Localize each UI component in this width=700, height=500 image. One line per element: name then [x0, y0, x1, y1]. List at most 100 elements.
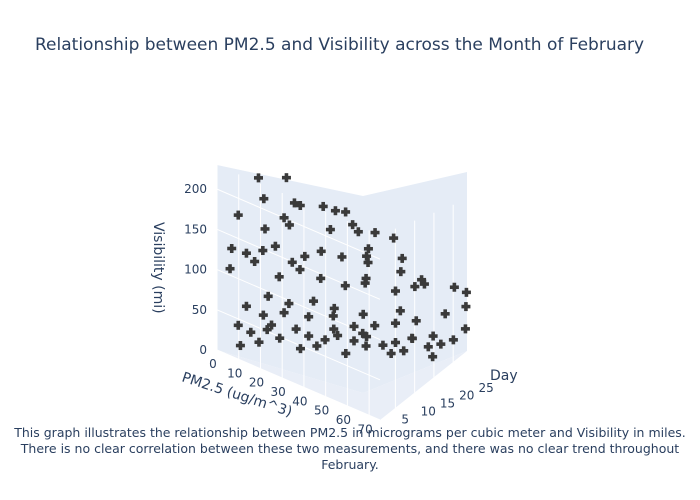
z-gridline [216, 309, 381, 381]
axis-ticks: 0 50 100 150 200 0 10 20 30 40 50 60 70 5 10 15 20 25 [184, 182, 494, 436]
data-point [461, 302, 471, 312]
data-point [349, 336, 359, 346]
data-point [279, 308, 289, 318]
data-point [370, 228, 380, 238]
data-point [411, 316, 421, 326]
data-point [448, 335, 458, 345]
data-point [428, 331, 438, 341]
data-point [361, 341, 371, 351]
data-point [386, 349, 396, 359]
data-point [304, 331, 314, 341]
data-point [417, 275, 427, 285]
data-point [399, 346, 409, 356]
data-point [423, 342, 433, 352]
z-tick-label: 100 [184, 263, 207, 277]
data-point [341, 207, 351, 217]
data-point [328, 311, 338, 321]
data-point [390, 286, 400, 296]
z-axis-title: Visibility (mi) [150, 222, 166, 314]
y-tick-label: 10 [421, 405, 436, 419]
data-point [390, 338, 400, 348]
data-point [440, 309, 450, 319]
data-point [289, 198, 299, 208]
data-point [250, 257, 260, 267]
z-tick-label: 200 [184, 182, 207, 196]
floor [217, 350, 467, 420]
data-point [461, 287, 471, 297]
data-point [320, 335, 330, 345]
data-point [260, 224, 270, 234]
data-point [340, 281, 350, 291]
data-point [241, 248, 251, 258]
data-point [235, 341, 245, 351]
data-point [361, 273, 371, 283]
z-gridline [216, 188, 381, 260]
data-point [329, 324, 339, 334]
data-point [263, 291, 273, 301]
data-point [360, 278, 370, 288]
z-tick-label: 0 [199, 343, 207, 357]
data-point [330, 206, 340, 216]
data-point [390, 318, 400, 328]
data-point [395, 306, 405, 316]
data-point [419, 279, 429, 289]
data-point [284, 299, 294, 309]
data-point [295, 344, 305, 354]
data-point [370, 321, 380, 331]
data-point [258, 310, 268, 320]
scene-3d[interactable]: 0 50 100 150 200 0 10 20 30 40 50 60 70 5 10 15 20 25 [184, 165, 494, 436]
data-point [362, 251, 372, 261]
data-point [279, 213, 289, 223]
z-tick-label: 50 [192, 303, 207, 317]
x-tick-label: 50 [314, 404, 329, 418]
y-tick-label: 25 [478, 381, 493, 395]
data-point [300, 251, 310, 261]
data-point [358, 309, 368, 319]
data-point [225, 264, 235, 274]
data-point [275, 333, 285, 343]
z-tick-label: 150 [184, 222, 207, 236]
x-tick-label: 70 [357, 422, 372, 436]
data-point [363, 244, 373, 254]
data-point [274, 272, 284, 282]
data-point [353, 227, 363, 237]
y-tick-label: 5 [401, 413, 409, 427]
z-gridline [216, 228, 381, 300]
data-point [460, 324, 470, 334]
z-gridline [216, 349, 381, 421]
chart-title: Relationship between PM2.5 and Visibilit… [35, 35, 644, 55]
data-point [246, 327, 256, 337]
data-point [337, 252, 347, 262]
data-point [318, 201, 328, 211]
data-point [233, 210, 243, 220]
data-point [449, 282, 459, 292]
x-tick-label: 0 [209, 357, 217, 371]
data-points [225, 173, 471, 362]
data-point [316, 273, 326, 283]
data-point [233, 320, 243, 330]
data-point [258, 246, 268, 256]
data-point [254, 337, 264, 347]
data-point [309, 296, 319, 306]
data-point [436, 339, 446, 349]
data-point [397, 253, 407, 263]
data-point [333, 331, 343, 341]
data-point [362, 332, 372, 342]
data-point [341, 348, 351, 358]
data-point [270, 241, 280, 251]
data-point [291, 324, 301, 334]
data-point [287, 257, 297, 267]
y-tick-label: 20 [459, 389, 474, 403]
x-tick-label: 10 [227, 366, 242, 380]
data-point [329, 303, 339, 313]
data-point [241, 301, 251, 311]
data-point [281, 173, 291, 183]
data-point [295, 265, 305, 275]
data-point [316, 246, 326, 256]
y-tick-label: 15 [440, 397, 455, 411]
data-point [396, 267, 406, 277]
data-point [389, 233, 399, 243]
x-tick-label: 20 [249, 376, 264, 390]
x-tick-label: 40 [292, 394, 307, 408]
data-point [407, 333, 417, 343]
